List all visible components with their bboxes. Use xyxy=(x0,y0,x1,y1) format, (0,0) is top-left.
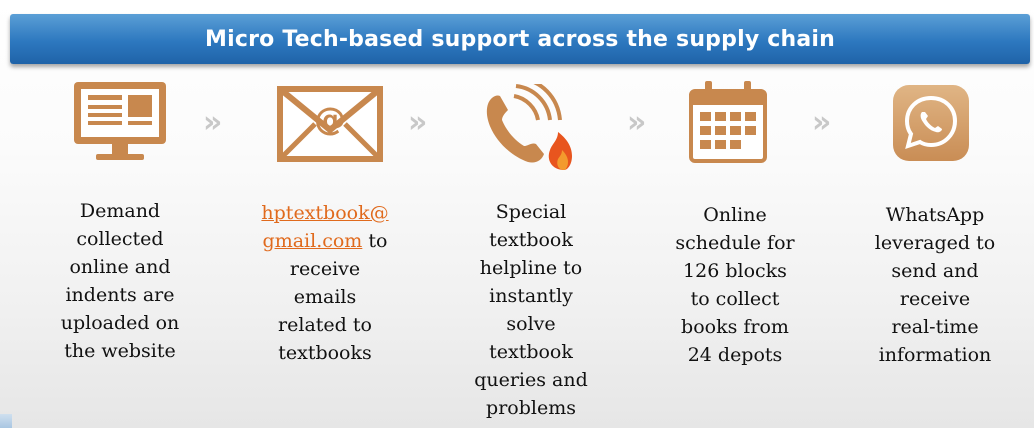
step-4-line: Online xyxy=(703,204,767,226)
step-5-line: information xyxy=(878,344,992,366)
step-text-3: Special textbook helpline to instantly s… xyxy=(436,198,626,422)
step-1-line: online and xyxy=(69,256,171,278)
arrow-chevron-3: » xyxy=(627,105,647,140)
monitor-website-icon xyxy=(74,82,166,160)
step-2-line: receive xyxy=(289,258,361,280)
step-3-line: Special xyxy=(495,201,567,223)
step-3-line: textbook xyxy=(489,341,573,363)
step-text-5: WhatsApp leveraged to send and receive r… xyxy=(840,201,1030,369)
step-5-line: send and xyxy=(891,260,979,282)
banner-title: Micro Tech-based support across the supp… xyxy=(205,26,835,52)
step-4-line: 126 blocks xyxy=(683,260,787,282)
step-1-line: the website xyxy=(64,340,176,362)
corner-decoration xyxy=(0,414,12,428)
arrow-chevron-2: » xyxy=(408,105,428,140)
svg-text:@: @ xyxy=(314,100,346,138)
step-3-line: textbook xyxy=(489,229,573,251)
step-2-line: textbooks xyxy=(278,342,372,364)
arrow-chevron-4: » xyxy=(812,105,832,140)
step-3-line: helpline to xyxy=(479,257,583,279)
step-text-2: hptextbook@ gmail.com to receive emails … xyxy=(230,199,420,367)
arrow-chevron-1: » xyxy=(203,105,223,140)
step-3-line: instantly xyxy=(489,285,573,307)
email-envelope-icon: @ xyxy=(277,86,383,162)
step-5-line: WhatsApp xyxy=(885,204,985,226)
email-link[interactable]: gmail.com xyxy=(262,230,363,252)
step-4-line: to collect xyxy=(690,288,780,310)
step-5-line: real-time xyxy=(891,316,979,338)
step-text-1: Demand collected online and indents are … xyxy=(25,197,215,365)
step-2-line: related to xyxy=(278,314,372,336)
step-2-line: emails xyxy=(293,286,357,308)
email-link[interactable]: hptextbook@ xyxy=(261,202,389,224)
calendar-schedule-icon xyxy=(689,81,767,163)
whatsapp-icon xyxy=(893,85,969,161)
step-2-link-suffix: to xyxy=(362,230,388,252)
step-3-line: queries and xyxy=(474,369,588,391)
step-1-line: indents are xyxy=(65,284,175,306)
step-3-line: problems xyxy=(486,397,576,419)
step-5-line: leveraged to xyxy=(874,232,996,254)
step-4-line: schedule for xyxy=(675,232,795,254)
step-4-line: books from xyxy=(681,316,789,338)
step-5-line: receive xyxy=(899,288,971,310)
step-text-4: Online schedule for 126 blocks to collec… xyxy=(640,201,830,369)
step-3-line: solve xyxy=(506,313,556,335)
phone-helpline-icon xyxy=(486,84,572,170)
title-banner: Micro Tech-based support across the supp… xyxy=(10,14,1030,64)
step-1-line: Demand xyxy=(79,200,161,222)
step-1-line: collected xyxy=(76,228,164,250)
step-1-line: uploaded on xyxy=(60,312,180,334)
step-4-line: 24 depots xyxy=(687,344,783,366)
